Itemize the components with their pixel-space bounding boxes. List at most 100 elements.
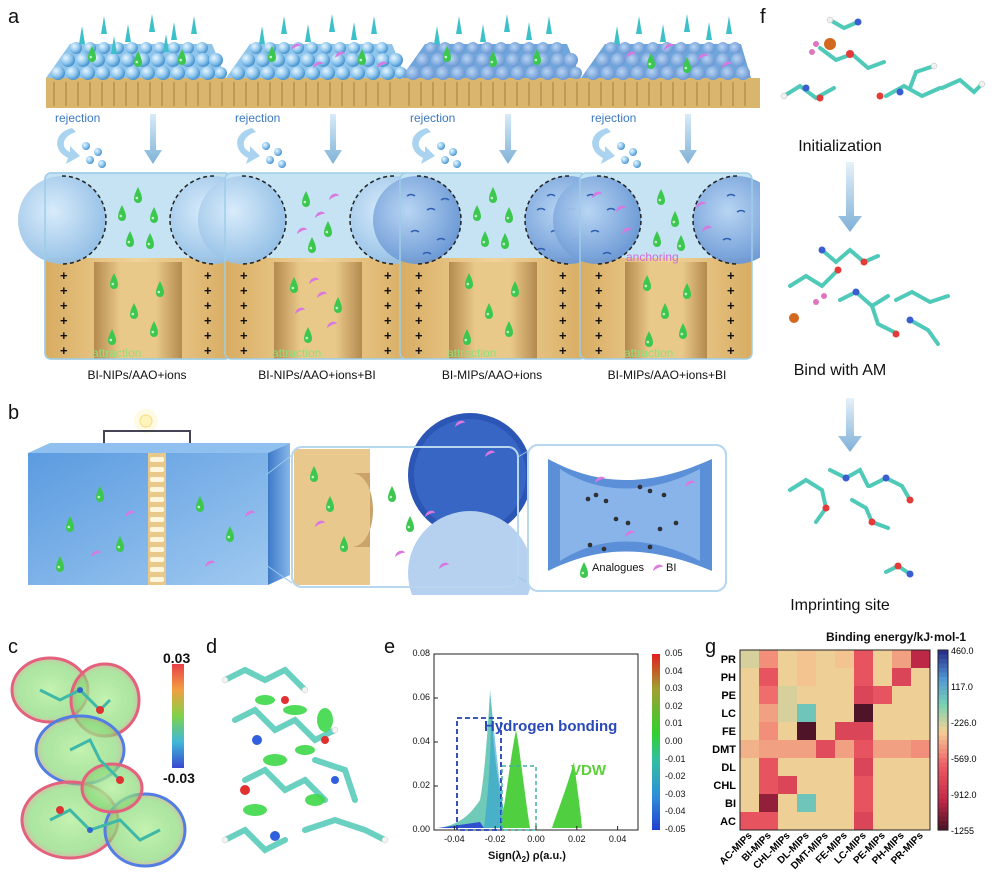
e-xtick-2: 0.00 [527,834,545,844]
rejection-label-4: rejection [591,111,637,125]
esp-scale-max: 0.03 [163,650,191,666]
e-cb-tick-10: -0.05 [665,824,686,834]
stage-imprinting-site: Imprinting site [790,597,890,614]
heatmap-colorbar-step-32 [938,794,948,800]
heatmap-cell-FE-BI-MIPs [759,722,779,741]
panel-d-nci-structure [221,666,389,854]
heatmap-cell-LC-BI-MIPs [759,704,779,723]
svg-text:+: + [240,298,248,313]
heatmap-colorbar-step-22 [938,749,948,755]
heatmap-cell-FE-PH-MIPs [892,722,912,741]
heatmap-cell-LC-AC-MIPs [740,704,760,723]
e-xlabel: Sign(λ2) ρ(a.u.) [488,850,566,865]
e-cb-tick-7: -0.02 [665,771,686,782]
heatmap-cell-PH-PE-MIPs [873,668,893,687]
heatmap-cell-FE-PR-MIPs [911,722,931,741]
e-cb-tick-2: 0.03 [665,683,683,694]
heatmap-colorbar-step-0 [938,650,948,656]
heatmap-cell-AC-AC-MIPs [740,812,760,831]
heatmap-cell-AC-DL-MIPs [797,812,817,831]
panel-letter-d: d [206,636,218,658]
e-xtick-4: 0.04 [608,834,627,844]
heatmap-cell-CHL-AC-MIPs [740,776,760,795]
heatmap-cell-PE-PR-MIPs [911,686,931,705]
esp-scale-min: -0.03 [163,770,195,786]
heatmap-cell-DL-FE-MIPs [835,758,855,777]
attraction-label-4: attraction [624,346,674,360]
heatmap-colorbar-step-5 [938,672,948,678]
heatmap-cell-PH-PH-MIPs [892,668,912,687]
heatmap-cell-PE-CHL-MIPs [778,686,798,705]
svg-text:+: + [60,313,68,328]
panel-letter-a: a [8,6,20,28]
svg-text:+: + [240,313,248,328]
heatmap-colorbar-step-12 [938,704,948,710]
heatmap-cell-PE-DMT-MIPs [816,686,836,705]
heatmap-cell-BI-FE-MIPs [835,794,855,813]
heatmap-cell-CHL-LC-MIPs [854,776,874,795]
e-xtick-3: 0.02 [568,834,586,844]
heatmap-colorbar-step-38 [938,821,948,827]
svg-text:+: + [595,268,603,283]
heatmap-cell-AC-PR-MIPs [911,812,931,831]
e-ytick-2: 0.04 [412,736,430,746]
heatmap-colorbar-tick-3: -569.0 [951,754,977,764]
panel-e-rdg-plot [433,653,660,831]
heatmap-cell-AC-PE-MIPs [873,812,893,831]
svg-text:+: + [559,343,567,358]
heatmap-cell-LC-DL-MIPs [797,704,817,723]
anchoring-label: anchoring [626,250,679,264]
heatmap-cell-CHL-FE-MIPs [835,776,855,795]
attraction-label-2: attraction [272,346,322,360]
svg-text:+: + [727,268,735,283]
heatmap-cell-FE-LC-MIPs [854,722,874,741]
heatmap-colorbar-step-35 [938,807,948,813]
e-cb-tick-4: 0.01 [665,718,683,729]
heatmap-colorbar-step-7 [938,681,948,687]
stage-initialization: Initialization [798,138,882,155]
e-cb-tick-6: -0.01 [665,753,686,764]
heatmap-cell-DL-PR-MIPs [911,758,931,777]
svg-text:+: + [60,328,68,343]
svg-text:+: + [204,328,212,343]
heatmap-colorbar-step-25 [938,762,948,768]
heatmap-cell-PE-PH-MIPs [892,686,912,705]
svg-text:+: + [415,313,423,328]
hbond-label: Hydrogen bonding [484,718,618,735]
svg-text:+: + [727,298,735,313]
heatmap-colorbar-step-1 [938,654,948,660]
svg-text:+: + [595,343,603,358]
svg-text:+: + [415,283,423,298]
heatmap-cell-PH-LC-MIPs [854,668,874,687]
e-xtick-1: -0.02 [484,834,506,844]
heatmap-colorbar-step-24 [938,758,948,764]
panel-letter-f: f [760,6,766,28]
heatmap-colorbar-step-28 [938,776,948,782]
heatmap-cell-DMT-LC-MIPs [854,740,874,759]
heatmap-cell-LC-LC-MIPs [854,704,874,723]
heatmap-cell-CHL-PH-MIPs [892,776,912,795]
heatmap-colorbar-step-17 [938,726,948,732]
e-xtick-0: -0.04 [444,834,465,844]
e-cb-tick-9: -0.04 [665,806,686,817]
heatmap-cell-PR-PH-MIPs [892,650,912,669]
heatmap-ylabel-4: FE [722,726,736,738]
heatmap-cell-PE-PE-MIPs [873,686,893,705]
heatmap-ylabel-0: PR [721,654,736,666]
rejection-label-2: rejection [235,111,281,125]
heatmap-colorbar-step-34 [938,803,948,809]
svg-text:+: + [60,298,68,313]
heatmap-cell-BI-BI-MIPs [759,794,779,813]
svg-text:+: + [415,268,423,283]
heatmap-cell-PH-PR-MIPs [911,668,931,687]
heatmap-cell-CHL-DL-MIPs [797,776,817,795]
heatmap-cell-DMT-CHL-MIPs [778,740,798,759]
heatmap-cell-LC-FE-MIPs [835,704,855,723]
svg-text:+: + [727,328,735,343]
panel-f-diagram [780,16,986,578]
heatmap-colorbar-step-19 [938,735,948,741]
svg-text:+: + [595,313,603,328]
svg-text:+: + [384,313,392,328]
rejection-label-3: rejection [410,111,456,125]
heatmap-cell-PE-DL-MIPs [797,686,817,705]
